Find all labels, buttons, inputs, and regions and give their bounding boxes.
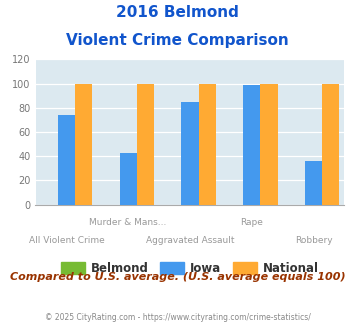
Bar [322,83,339,205]
Bar [305,161,322,205]
Text: © 2025 CityRating.com - https://www.cityrating.com/crime-statistics/: © 2025 CityRating.com - https://www.city… [45,314,310,322]
Bar [260,83,278,205]
Text: Aggravated Assault: Aggravated Assault [146,236,234,245]
Bar [120,152,137,205]
Text: 2016 Belmond: 2016 Belmond [116,5,239,20]
Text: Violent Crime Comparison: Violent Crime Comparison [66,33,289,48]
Bar [243,85,260,205]
Text: Murder & Mans...: Murder & Mans... [89,218,167,227]
Legend: Belmond, Iowa, National: Belmond, Iowa, National [56,257,323,280]
Text: Robbery: Robbery [295,236,332,245]
Text: Rape: Rape [240,218,263,227]
Bar [58,115,75,205]
Bar [75,83,92,205]
Bar [198,83,216,205]
Text: All Violent Crime: All Violent Crime [28,236,104,245]
Bar [137,83,154,205]
Text: Compared to U.S. average. (U.S. average equals 100): Compared to U.S. average. (U.S. average … [10,272,345,282]
Bar [181,102,198,205]
